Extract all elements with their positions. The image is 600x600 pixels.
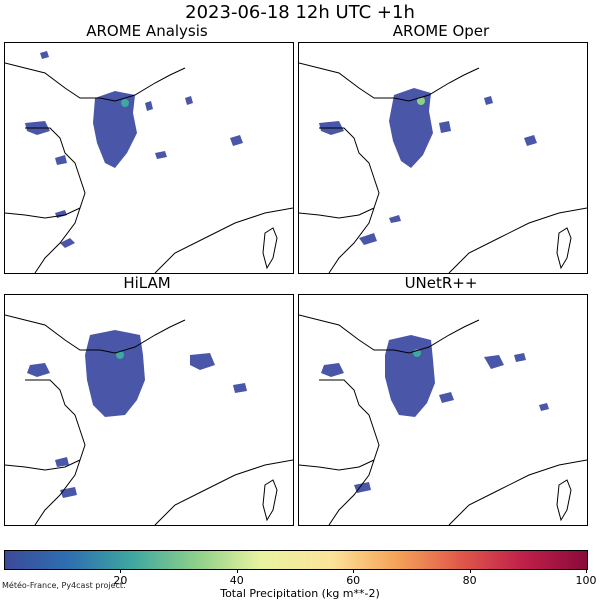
- panel-title-arome-analysis: AROME Analysis: [86, 22, 208, 40]
- colorbar-tick-label: 80: [462, 574, 477, 587]
- map-panel-arome-analysis: [4, 42, 294, 274]
- colorbar-tick-label: 60: [346, 574, 361, 587]
- precip-peak: [121, 99, 129, 107]
- map-panel-unetr: [298, 294, 588, 526]
- coastline: [299, 62, 587, 273]
- precip-peak: [116, 351, 124, 359]
- figure-title: 2023-06-18 12h UTC +1h: [185, 2, 415, 23]
- colorbar-label: Total Precipitation (kg m**-2): [220, 587, 380, 600]
- colorbar-tick-label: 20: [113, 574, 128, 587]
- precip-field: [25, 51, 243, 248]
- map-panel-arome-oper: [298, 42, 588, 274]
- precip-field: [27, 330, 247, 498]
- colorbar-tick: [469, 569, 471, 573]
- colorbar: [4, 550, 588, 570]
- colorbar-tick: [586, 569, 587, 573]
- panel-title-arome-oper: AROME Oper: [392, 22, 490, 40]
- colorbar-tick: [236, 569, 238, 573]
- panel-title-unetr: UNetR++: [404, 274, 478, 292]
- colorbar-tick-label: 100: [575, 574, 597, 587]
- coastline: [5, 62, 293, 273]
- precip-field: [319, 88, 537, 245]
- coastline: [299, 314, 587, 525]
- colorbar-tick-label: 40: [229, 574, 244, 587]
- precip-field: [321, 335, 549, 493]
- credit-text: Météo-France, Py4cast project.: [2, 581, 126, 590]
- precip-peak: [417, 97, 425, 105]
- colorbar-tick: [353, 569, 355, 573]
- coastline: [5, 314, 293, 525]
- panel-title-hilam: HiLAM: [123, 274, 171, 292]
- colorbar-tick: [120, 569, 122, 573]
- map-panel-hilam: [4, 294, 294, 526]
